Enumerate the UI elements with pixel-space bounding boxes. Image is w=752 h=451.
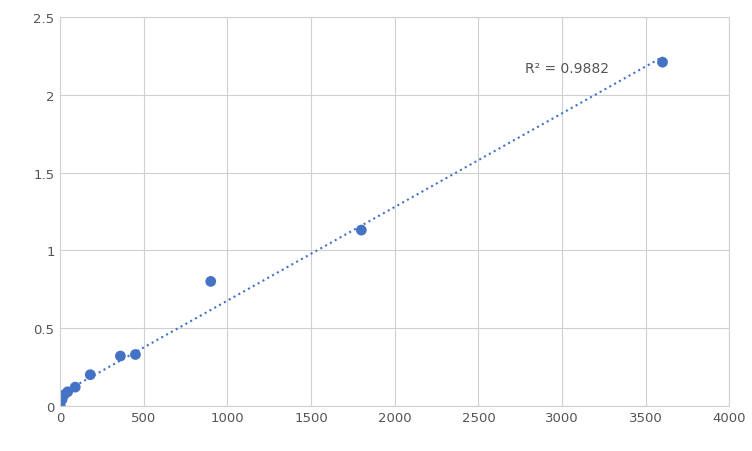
Point (656, 60, 669, 67)
Point (205, 278, 217, 285)
Point (69, 384, 81, 391)
Point (355, 227, 367, 234)
Point (84, 371, 96, 378)
Point (62, 388, 74, 396)
Point (114, 353, 126, 360)
Point (54, 402, 66, 410)
Point (56, 396, 68, 403)
Point (129, 351, 141, 358)
Text: R² = 0.9882: R² = 0.9882 (526, 62, 609, 76)
Point (58, 391, 70, 399)
